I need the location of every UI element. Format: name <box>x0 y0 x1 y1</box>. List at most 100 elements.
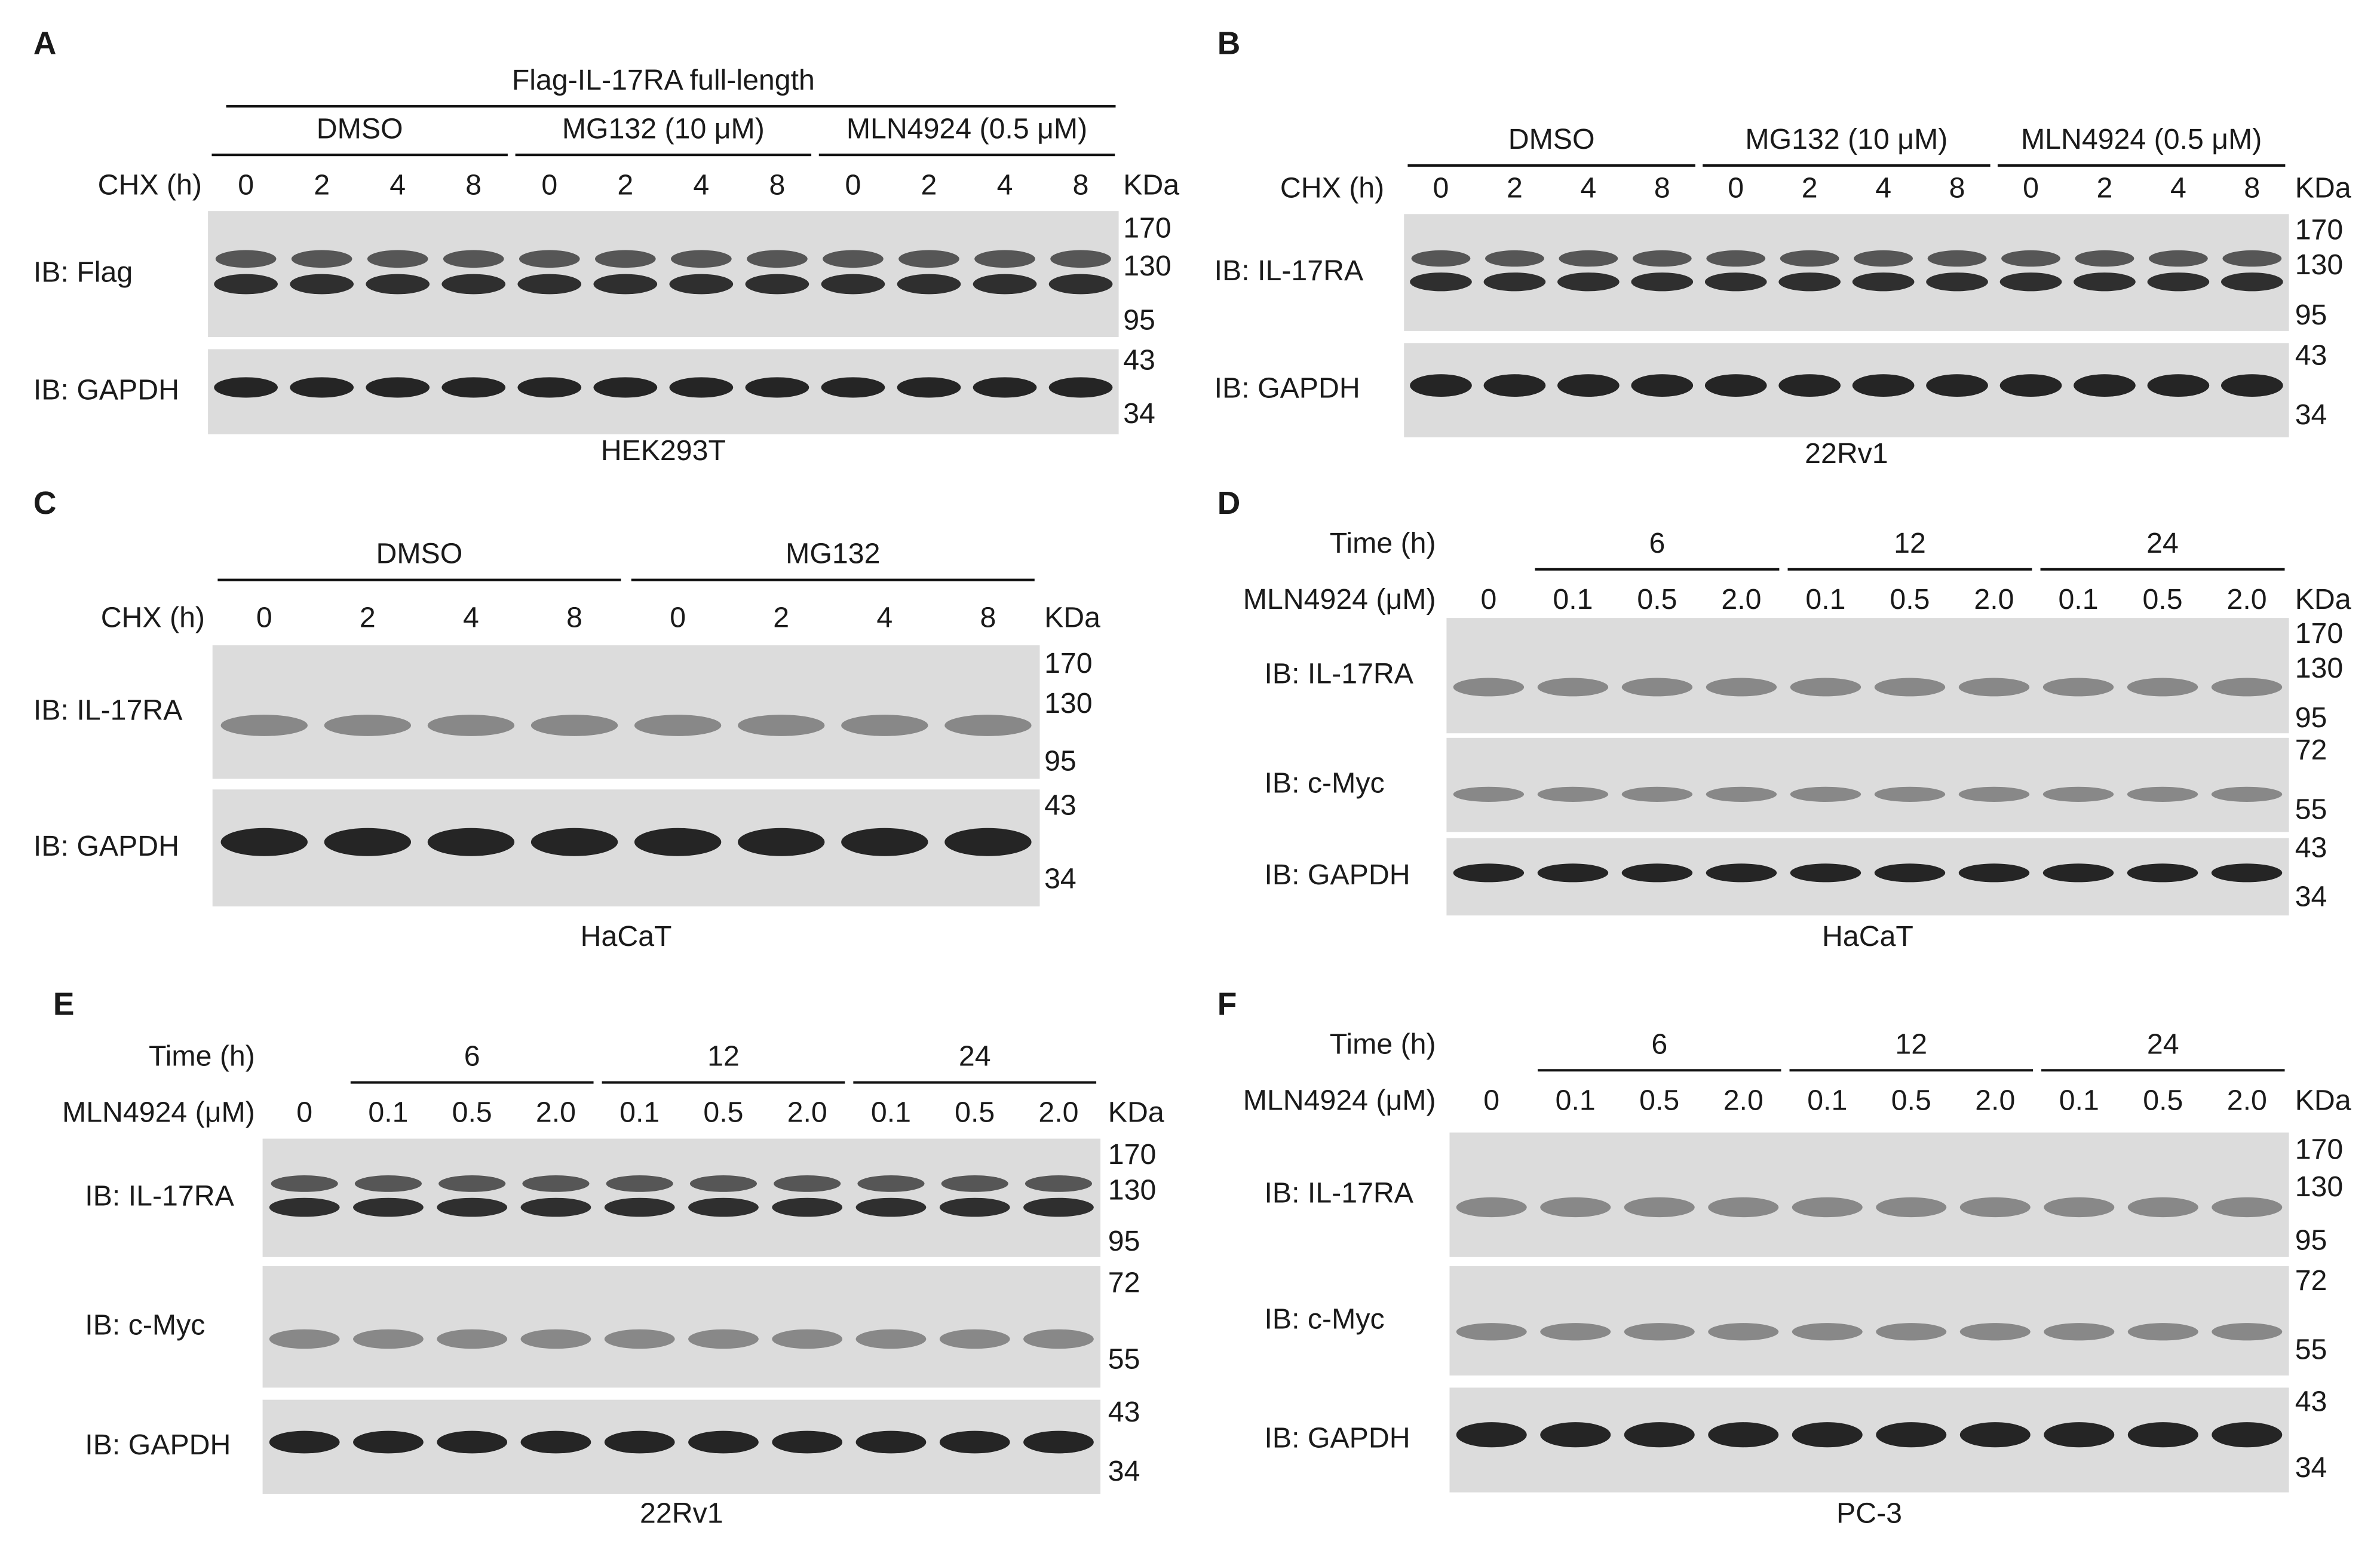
blot <box>208 211 1119 338</box>
lane-label: 0 <box>1480 583 1496 615</box>
lane-label: 8 <box>566 601 582 633</box>
band <box>898 250 959 268</box>
band <box>1708 1422 1779 1448</box>
band <box>772 1430 843 1454</box>
band <box>1023 1430 1094 1454</box>
band <box>593 274 658 295</box>
lane-label: 0.5 <box>955 1096 995 1129</box>
band <box>427 715 515 736</box>
band <box>2001 250 2060 267</box>
band <box>1453 863 1525 883</box>
lane-label: 4 <box>2170 171 2186 204</box>
lane-label: 4 <box>876 601 892 633</box>
marker-label: 170 <box>2295 1133 2344 1165</box>
band <box>1023 1329 1094 1349</box>
band <box>367 250 428 268</box>
band <box>1852 374 1915 397</box>
band <box>1778 374 1841 397</box>
band <box>1876 1197 1947 1218</box>
band <box>1854 250 1913 267</box>
band <box>1874 863 1946 883</box>
marker-label: 55 <box>2295 793 2327 825</box>
lane-label: 0 <box>256 601 272 633</box>
marker-label: 95 <box>1108 1225 1140 1257</box>
blot <box>1404 214 2289 331</box>
lane-label: 8 <box>1949 171 1965 204</box>
lane-label: 2 <box>1802 171 1818 204</box>
band <box>855 1197 927 1217</box>
band <box>1048 274 1113 295</box>
lane-label: 2 <box>2097 171 2113 204</box>
lane-label: 0 <box>1433 171 1449 204</box>
lane-label: 2 <box>617 169 633 201</box>
lane-label: 0.1 <box>1556 1084 1596 1116</box>
band <box>1708 1323 1779 1341</box>
band <box>941 1175 1008 1192</box>
band <box>354 1175 422 1192</box>
blot-label: IB: c-Myc <box>1264 767 1384 799</box>
band <box>855 1430 927 1454</box>
band <box>2044 1422 2115 1448</box>
band <box>520 1430 591 1454</box>
band <box>2212 1422 2283 1448</box>
band <box>441 274 506 295</box>
band <box>214 274 278 295</box>
band <box>944 828 1032 856</box>
band <box>2042 786 2114 802</box>
band <box>2147 272 2210 292</box>
band <box>2212 1197 2283 1218</box>
band <box>441 377 506 398</box>
band <box>593 377 658 398</box>
blot-label: IB: IL-17RA <box>33 694 183 726</box>
band <box>2127 1323 2198 1341</box>
band <box>290 377 354 398</box>
marker-label: 34 <box>1108 1455 1140 1487</box>
band <box>634 715 722 736</box>
band <box>1959 1422 2031 1448</box>
row-label: Time (h) <box>149 1040 255 1073</box>
lane-label: 0 <box>2023 171 2039 204</box>
marker-label: 170 <box>2295 617 2344 650</box>
group-label: 24 <box>2146 527 2179 559</box>
band <box>2042 678 2114 697</box>
marker-label: 55 <box>2295 1333 2327 1365</box>
marker-label: 72 <box>1108 1266 1140 1298</box>
marker-label: 72 <box>2295 734 2327 766</box>
group-label: 12 <box>1895 1028 1927 1060</box>
group-label: 24 <box>2147 1028 2179 1060</box>
marker-label: 95 <box>2295 1224 2327 1257</box>
lane-label: 0 <box>541 169 557 201</box>
band <box>1790 678 1861 697</box>
blot-label: IB: c-Myc <box>85 1309 205 1341</box>
lane-label: 0 <box>670 601 686 633</box>
lane-label: 0.5 <box>1639 1084 1679 1116</box>
band <box>1792 1323 1863 1341</box>
band <box>1537 678 1609 697</box>
lane-label: 8 <box>1654 171 1670 204</box>
lane-label: 0.1 <box>368 1096 408 1129</box>
band <box>688 1430 759 1454</box>
unit-label: KDa <box>2295 171 2351 204</box>
band <box>1926 272 1988 292</box>
lane-label: 2.0 <box>1975 1084 2015 1116</box>
cell-line: 22Rv1 <box>1805 437 1888 470</box>
marker-label: 34 <box>1044 863 1076 895</box>
band <box>689 1175 757 1192</box>
unit-label: KDa <box>2295 1084 2351 1116</box>
band <box>2220 272 2283 292</box>
marker-label: 34 <box>2295 399 2327 431</box>
band <box>2127 678 2198 697</box>
band <box>517 377 582 398</box>
band <box>324 828 412 856</box>
marker-label: 95 <box>2295 701 2327 734</box>
group-label: DMSO <box>376 538 462 570</box>
blot <box>208 349 1119 434</box>
lane-label: 0.1 <box>1805 583 1845 615</box>
band <box>1410 374 1472 397</box>
band <box>2211 678 2283 697</box>
row-label: Time (h) <box>1330 527 1436 559</box>
lane-label: 0 <box>1728 171 1744 204</box>
band <box>2211 786 2283 802</box>
lane-label: 4 <box>693 169 709 201</box>
